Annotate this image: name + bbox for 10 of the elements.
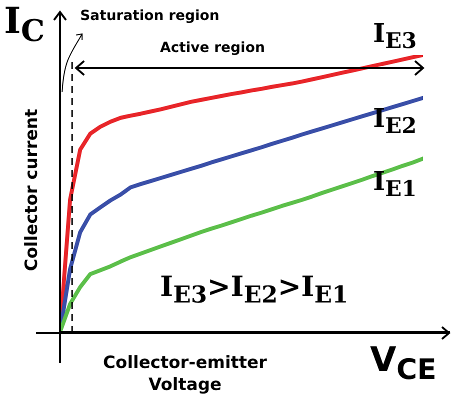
series-label: I$_{E2}$ bbox=[373, 104, 417, 140]
annotation: Active region bbox=[160, 40, 265, 56]
x-axis-title: Collector-emitter Voltage bbox=[102, 352, 268, 396]
text: I$_{C}$ bbox=[4, 0, 45, 50]
y-axis-title: Collector current bbox=[22, 108, 42, 272]
annotation: I$_{E3}$>I$_{E2}$>I$_{E1}$ bbox=[160, 270, 348, 309]
series-label: I$_{E1}$ bbox=[373, 166, 417, 202]
text: V$_{CE}$ bbox=[370, 340, 436, 386]
text: Saturation region bbox=[80, 8, 220, 24]
series-label: I$_{E3}$ bbox=[373, 19, 417, 54]
